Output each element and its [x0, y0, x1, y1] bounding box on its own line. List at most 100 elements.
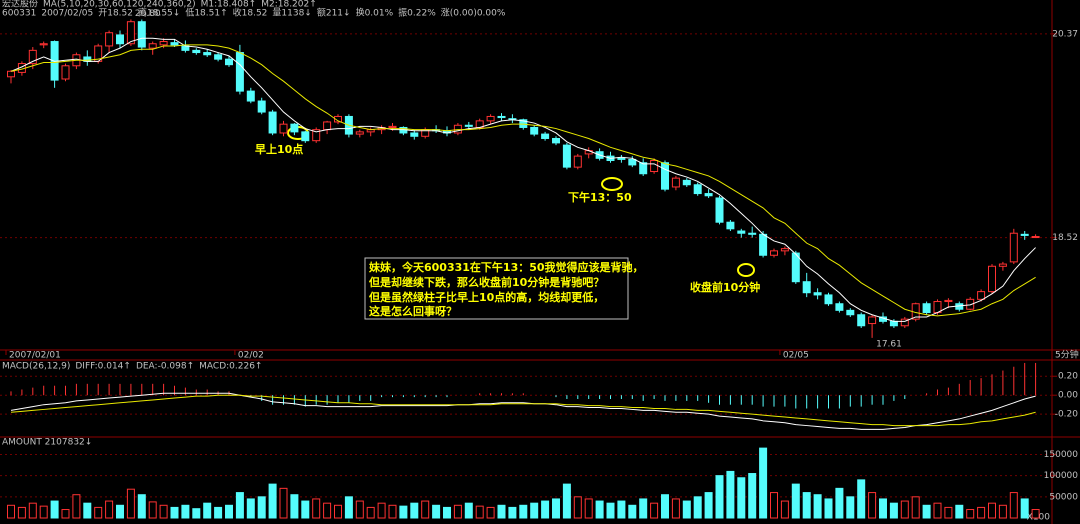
volume-bar — [562, 483, 571, 519]
volume-bar — [835, 487, 844, 519]
candle-body — [323, 121, 332, 131]
volume-bar — [497, 504, 506, 519]
y-tick-label: 50000 — [1049, 492, 1078, 502]
candle-body — [617, 157, 626, 160]
callout-text: 这是怎么回事呀？ — [369, 304, 457, 318]
volume-bar — [966, 509, 975, 519]
candle-body — [290, 123, 299, 133]
volume-bar — [344, 496, 353, 519]
volume-header: AMOUNT 2107832↓ — [2, 438, 92, 448]
volume-bar — [846, 496, 855, 519]
volume-bar — [541, 500, 550, 519]
candle-body — [682, 179, 691, 186]
volume-bar — [475, 505, 484, 519]
header-text: 振0.22% — [398, 7, 436, 19]
candle-body — [334, 115, 342, 123]
volume-bar — [650, 502, 659, 519]
volume-bar — [464, 502, 473, 519]
volume-bar — [279, 487, 288, 519]
volume-bar — [868, 492, 877, 519]
candle-body — [922, 303, 931, 314]
volume-bar — [682, 500, 691, 519]
header-text: 高18.55↓ — [138, 7, 180, 19]
candle-body — [988, 265, 996, 293]
header-text: M2:18.202↑ — [261, 0, 317, 10]
volume-bar — [911, 496, 920, 519]
volume-bar — [410, 502, 419, 519]
volume-bar — [366, 506, 375, 519]
volume-bar — [453, 504, 462, 519]
candle-body — [628, 158, 637, 166]
volume-bar — [7, 504, 15, 519]
candle-body — [116, 34, 124, 45]
volume-bar — [584, 498, 593, 519]
volume-bar — [72, 494, 81, 519]
candle-body — [998, 263, 1007, 267]
candle-body — [1020, 233, 1029, 236]
extreme-label: 20.80 — [135, 9, 161, 19]
candle-body — [28, 49, 37, 65]
candle-body — [246, 90, 255, 102]
volume-bar — [334, 504, 342, 519]
extreme-label: 17.61 — [876, 339, 902, 349]
candle-body — [464, 124, 473, 127]
candle-body — [7, 70, 15, 78]
volume-bar — [671, 498, 680, 519]
period-label: 5分钟 — [1055, 349, 1079, 361]
candle-body — [301, 131, 310, 142]
header-text: DIFF:0.014↑ — [75, 362, 131, 372]
callout-box — [364, 257, 629, 320]
annotation: 下午13：50 — [568, 190, 632, 204]
candle-body — [541, 133, 550, 139]
volume-bar — [791, 483, 800, 519]
volume-bar — [170, 506, 179, 519]
header-text: MACD(26,12,9) — [2, 362, 70, 372]
header-text: DEA:-0.098↑ — [136, 362, 194, 372]
candle-body — [137, 21, 146, 48]
candle-body — [388, 125, 397, 128]
candle-body — [159, 41, 168, 46]
candle-body — [1009, 232, 1018, 263]
volume-bar — [61, 509, 70, 519]
candle-body — [355, 131, 364, 135]
candle-body — [486, 115, 495, 122]
volume-bar — [181, 504, 190, 519]
volume-bar — [203, 502, 212, 519]
candle-body — [279, 123, 288, 134]
volume-bar — [519, 504, 528, 519]
header-text: 开18.52 — [98, 8, 133, 19]
candle-body — [105, 32, 114, 47]
header-text: MA(5,10,20,30,60,120,240,360,2) — [43, 0, 196, 10]
y-tick-label: 0.20 — [1058, 372, 1078, 382]
volume-bar — [148, 501, 157, 519]
volume-bar — [813, 494, 822, 519]
candle-body — [268, 111, 277, 134]
x-tick-label: 02/02 — [238, 351, 264, 361]
header-text: 换0.01% — [356, 7, 394, 19]
volume-bar — [192, 508, 201, 519]
header-text: 量1138↓ — [272, 8, 311, 19]
ma-line — [10, 44, 1036, 317]
candle-body — [977, 291, 986, 300]
volume-bar — [737, 477, 746, 519]
volume-bar — [726, 470, 735, 519]
volume-bar — [301, 500, 310, 519]
volume-bar — [235, 492, 244, 519]
volume-bar — [137, 494, 146, 519]
volume-bar — [388, 504, 397, 519]
volume-bar — [377, 502, 386, 519]
candle-body — [1031, 236, 1040, 239]
volume-bar — [225, 504, 233, 519]
diff-line — [10, 392, 1036, 430]
volume-bar — [606, 502, 615, 519]
volume-bar — [889, 502, 898, 519]
y-tick-label: 20.37 — [1052, 29, 1078, 39]
volume-bar — [443, 506, 451, 519]
volume-bar — [879, 498, 887, 519]
volume-bar — [486, 506, 495, 519]
ma-line — [10, 37, 1036, 322]
candle-body — [530, 126, 539, 135]
header-text: 2007/02/05 — [41, 9, 93, 19]
